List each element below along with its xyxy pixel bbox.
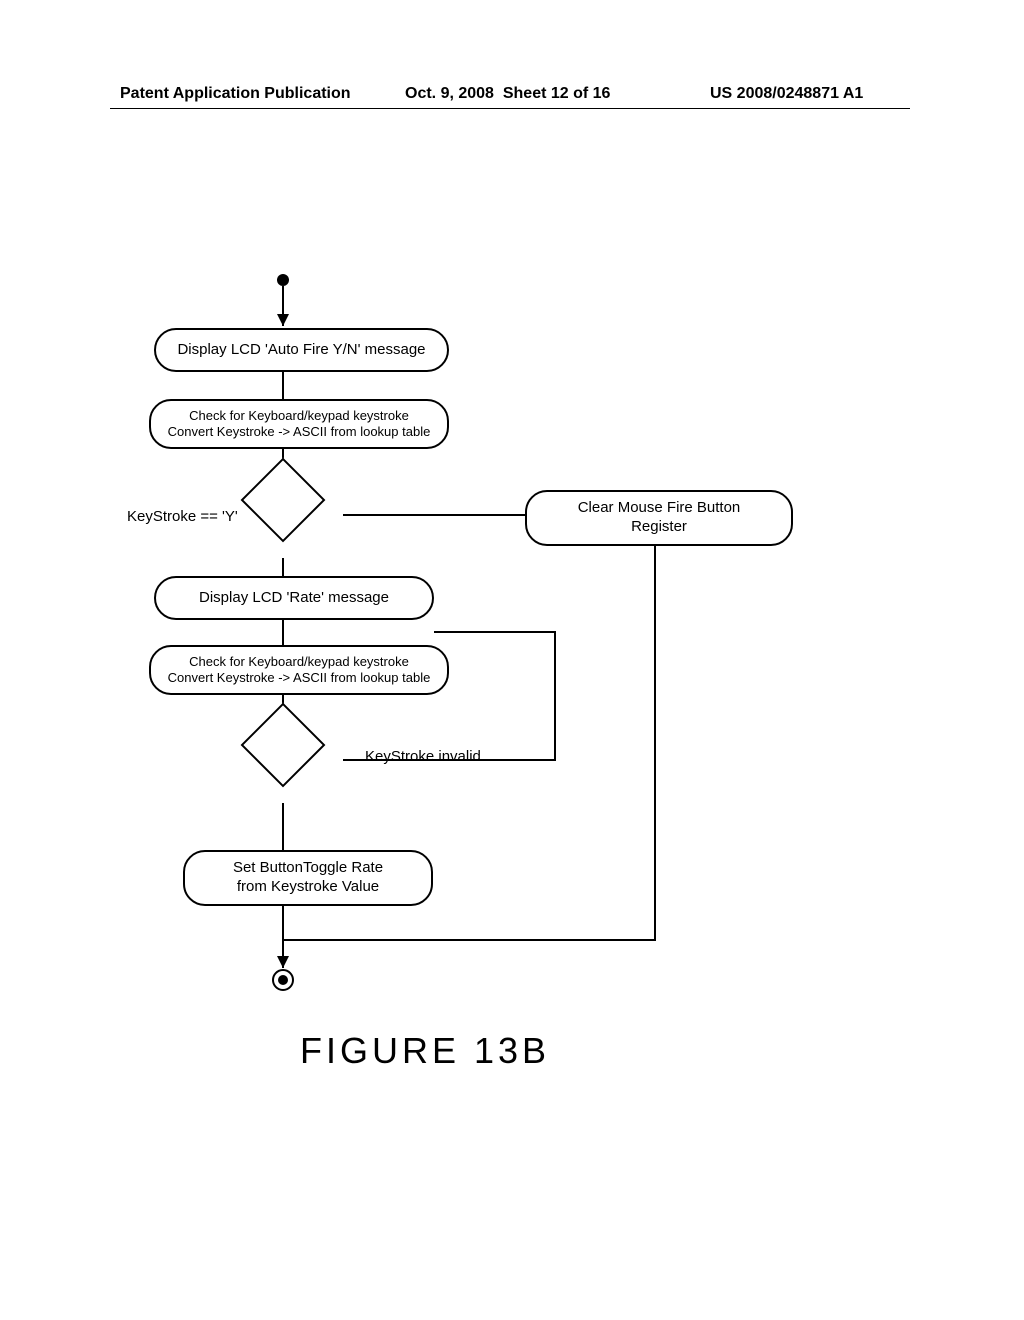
- decision-keystroke-y: [241, 458, 326, 543]
- header-rule: [110, 108, 910, 109]
- process-clear-fire-register: Clear Mouse Fire Button Register: [525, 490, 793, 546]
- flowchart-diagram: Display LCD 'Auto Fire Y/N' message Chec…: [0, 110, 1024, 1110]
- figure-label: FIGURE 13B: [300, 1030, 550, 1072]
- process-check-keystroke-1: Check for Keyboard/keypad keystroke Conv…: [149, 399, 449, 449]
- process-set-toggle-rate: Set ButtonToggle Rate from Keystroke Val…: [183, 850, 433, 906]
- header-docnum: US 2008/0248871 A1: [710, 85, 863, 103]
- process-display-autofire: Display LCD 'Auto Fire Y/N' message: [154, 328, 449, 372]
- decision-keystroke-invalid-label: KeyStroke invalid: [365, 748, 481, 765]
- header-pub: Patent Application Publication: [120, 85, 351, 103]
- process-display-rate: Display LCD 'Rate' message: [154, 576, 434, 620]
- header-date-sheet: Oct. 9, 2008 Sheet 12 of 16: [405, 85, 610, 103]
- decision-keystroke-invalid: [241, 703, 326, 788]
- connectors-svg: [0, 110, 1024, 1110]
- decision-keystroke-y-label: KeyStroke == 'Y': [127, 508, 238, 525]
- process-check-keystroke-2: Check for Keyboard/keypad keystroke Conv…: [149, 645, 449, 695]
